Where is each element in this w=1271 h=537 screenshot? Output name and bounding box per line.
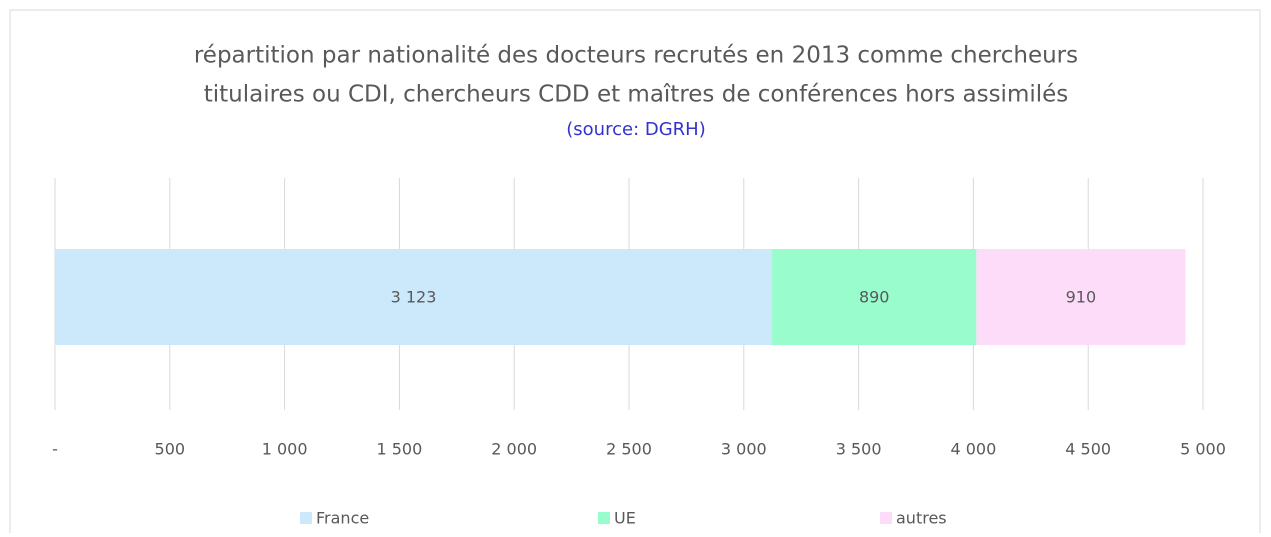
legend-swatch — [880, 512, 892, 524]
legend-swatch — [300, 512, 312, 524]
data-label: 890 — [859, 288, 890, 307]
x-tick-label: 3 000 — [721, 440, 767, 459]
x-tick-label: 4 000 — [950, 440, 996, 459]
chart-title: titulaires ou CDI, chercheurs CDD et maî… — [204, 82, 1069, 108]
legend-label: UE — [614, 509, 636, 528]
x-tick-label: 2 500 — [606, 440, 652, 459]
bar-segment — [976, 249, 1186, 345]
bar-segment — [772, 249, 977, 345]
x-tick-label: 4 500 — [1065, 440, 1111, 459]
x-tick-label: 3 500 — [836, 440, 882, 459]
bar-segment — [55, 249, 773, 345]
data-label: 910 — [1066, 288, 1097, 307]
data-label: 3 123 — [391, 288, 437, 307]
chart-subtitle: (source: DGRH) — [566, 119, 705, 140]
legend-label: autres — [896, 509, 947, 528]
legend-label: France — [316, 509, 369, 528]
x-tick-label: 2 000 — [491, 440, 537, 459]
x-tick-label: 5 000 — [1180, 440, 1226, 459]
chart-title: répartition par nationalité des docteurs… — [194, 43, 1078, 69]
x-tick-label: - — [52, 440, 58, 459]
x-tick-label: 1 000 — [262, 440, 308, 459]
legend-swatch — [598, 512, 610, 524]
x-tick-label: 500 — [155, 440, 186, 459]
x-tick-label: 1 500 — [376, 440, 422, 459]
